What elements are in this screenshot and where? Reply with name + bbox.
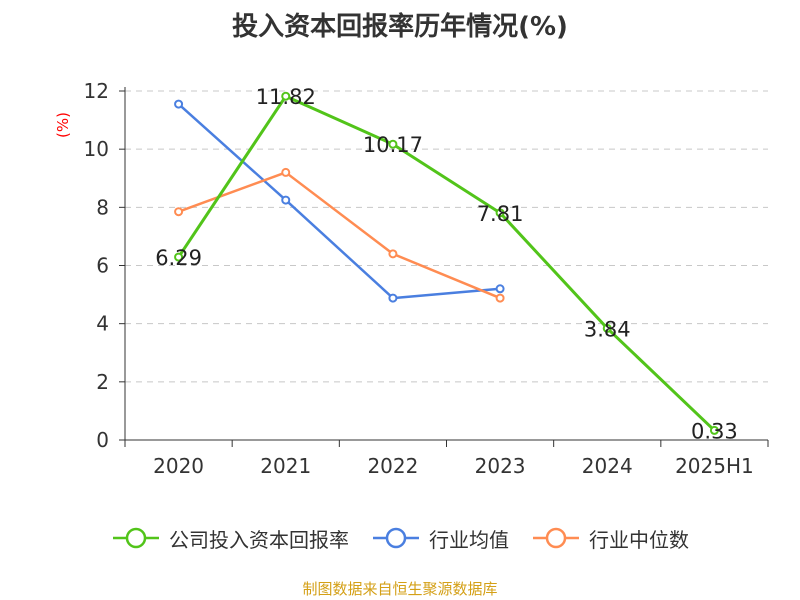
data-point[interactable] [495,293,505,303]
legend-industry-median-circle [545,527,567,549]
y-tick-label: 10 [84,137,109,161]
data-point[interactable] [495,208,505,218]
legend-industry-avg-marker-icon [373,527,419,549]
series-line-0 [177,94,716,432]
legend-company-circle [125,527,147,549]
data-label: 11.82 [256,85,316,109]
y-axis-unit-label: (%) [54,112,72,138]
legend-item-company[interactable]: 公司投入资本回报率 [111,524,349,553]
series-line-1 [177,103,501,300]
y-tick-label: 12 [84,79,109,103]
data-point[interactable] [388,293,398,303]
y-tick-label: 2 [96,370,109,394]
legend: 公司投入资本回报率 行业均值 行业中位数 [0,518,800,558]
data-label: 0.33 [691,419,738,443]
chart-title: 投入资本回报率历年情况(%) [232,12,568,42]
y-tick-label: 4 [96,312,109,336]
x-tick-label: 2021 [260,454,311,478]
legend-item-industry-avg[interactable]: 行业均值 [371,524,509,553]
data-label: 6.29 [155,246,202,270]
x-tick-label: 2025H1 [675,454,754,478]
data-point[interactable] [174,99,184,109]
data-point[interactable] [602,323,612,333]
grid-lines [125,90,768,383]
legend-label-industry-median: 行业中位数 [589,527,689,552]
series-lines [174,91,719,435]
x-tick-label: 2020 [153,454,204,478]
data-point[interactable] [281,195,291,205]
data-point[interactable] [388,249,398,259]
data-labels: 6.29 11.82 10.17 7.81 3.84 0.33 [155,85,738,443]
data-point[interactable] [174,252,184,262]
y-tick-label: 8 [96,195,109,219]
axes: 0 2 4 6 8 10 12 2020 2021 2022 2023 2024 2025H1 [84,79,769,478]
data-point[interactable] [281,91,291,101]
x-tick-label: 2024 [582,454,633,478]
y-tick-label: 0 [96,428,109,452]
x-tick-label: 2023 [475,454,526,478]
data-point[interactable] [281,167,291,177]
legend-industry-avg-circle [385,527,407,549]
legend-company-marker-icon [113,527,159,549]
data-label: 3.84 [584,317,631,341]
legend-industry-median-marker-icon [533,527,579,549]
legend-item-industry-median[interactable]: 行业中位数 [531,524,689,553]
legend-label-industry-avg: 行业均值 [429,527,509,552]
data-point[interactable] [709,425,719,435]
data-point[interactable] [388,139,398,149]
series-line-2 [178,171,501,300]
x-tick-label: 2022 [367,454,418,478]
data-point[interactable] [495,284,505,294]
source-note: 制图数据来自恒生聚源数据库 [302,580,498,598]
data-label: 10.17 [363,133,423,157]
legend-label-company: 公司投入资本回报率 [169,527,349,552]
data-point[interactable] [174,207,184,217]
data-label: 7.81 [477,202,524,226]
y-tick-label: 6 [96,254,109,278]
